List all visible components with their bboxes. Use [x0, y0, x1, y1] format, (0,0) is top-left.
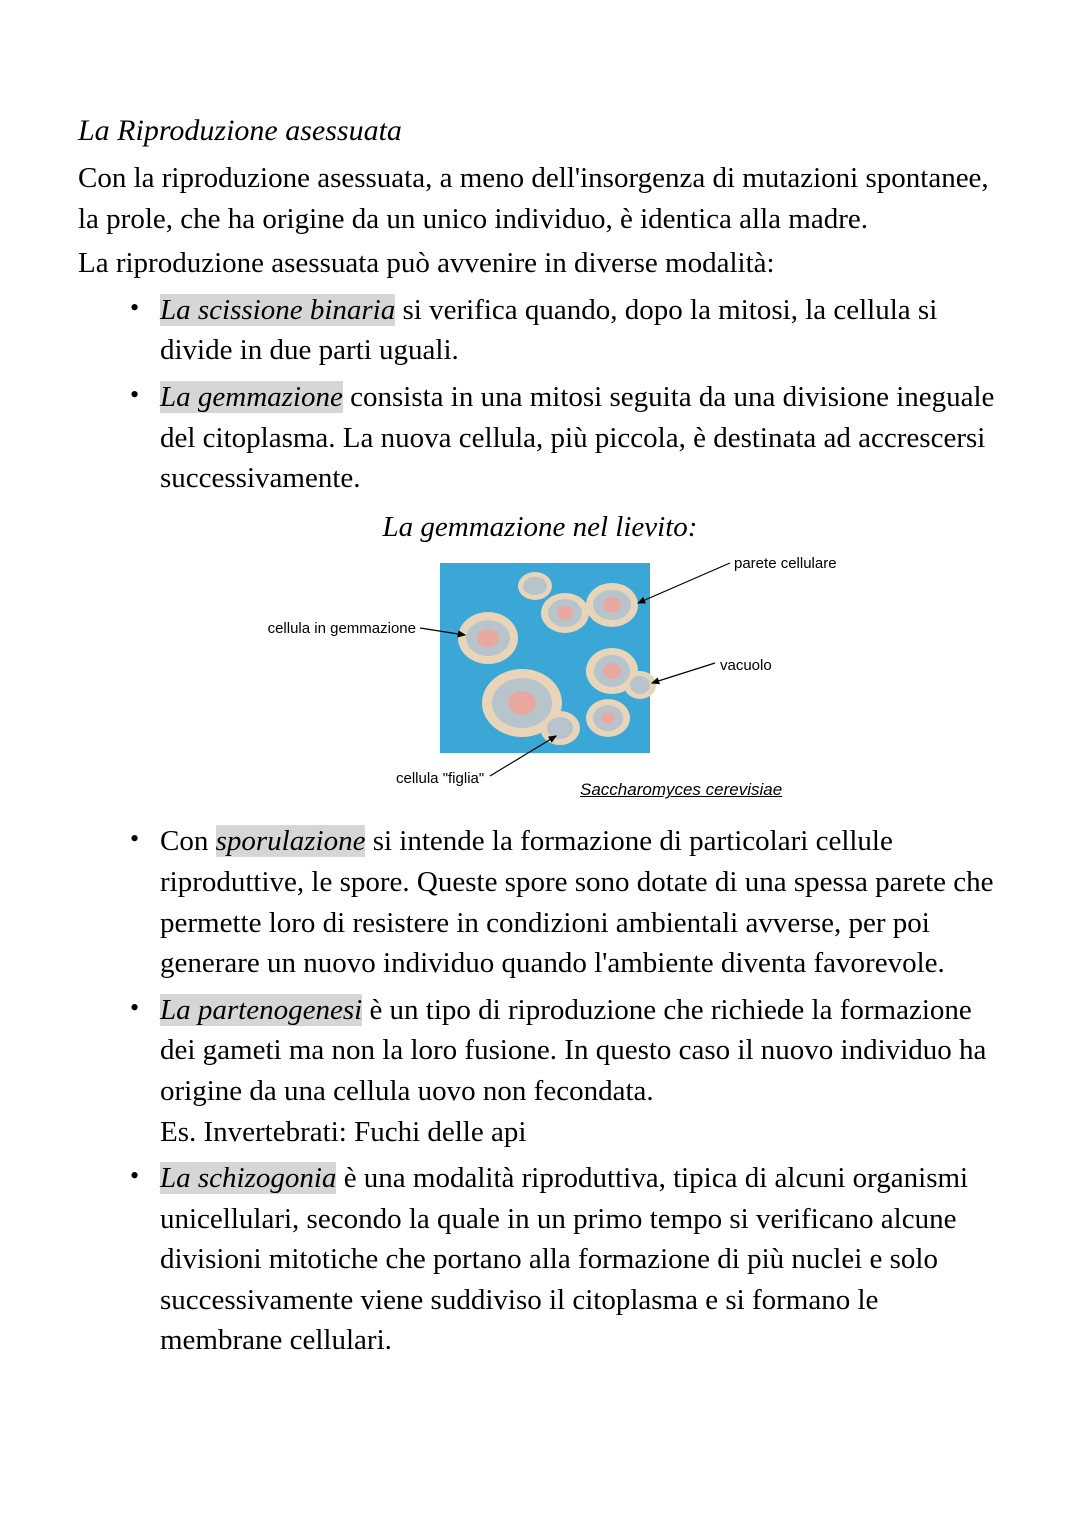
list-item-prefix: Con: [160, 825, 216, 857]
figure-species-name: Saccharomyces cerevisiae: [580, 778, 782, 802]
figure-label-parete: parete cellulare: [734, 553, 837, 574]
list-item: La scissione binaria si verifica quando,…: [130, 290, 1002, 371]
list-item: Con sporulazione si intende la formazion…: [130, 821, 1002, 983]
figure-label-figlia: cellula "figlia": [396, 768, 484, 789]
term-partenogenesi: La partenogenesi: [160, 994, 362, 1026]
yeast-diagram-svg: [260, 553, 820, 803]
term-gemmazione: La gemmazione: [160, 381, 343, 413]
section-title: La Riproduzione asessuata: [78, 110, 1002, 152]
intro-paragraph-1: Con la riproduzione asessuata, a meno de…: [78, 158, 1002, 239]
figure-label-gemmazione: cellula in gemmazione: [266, 618, 416, 639]
figure-label-vacuolo: vacuolo: [720, 655, 772, 676]
term-sporulazione: sporulazione: [216, 825, 366, 857]
reproduction-list-cont: Con sporulazione si intende la formazion…: [78, 821, 1002, 1361]
figure-body: parete cellulare vacuolo cellula in gemm…: [260, 553, 820, 803]
figure-caption: La gemmazione nel lievito:: [78, 507, 1002, 548]
list-item: La gemmazione consista in una mitosi seg…: [130, 377, 1002, 499]
list-item: La partenogenesi è un tipo di riproduzio…: [130, 990, 1002, 1152]
intro-paragraph-2: La riproduzione asessuata può avvenire i…: [78, 243, 1002, 284]
list-item-extra: Es. Invertebrati: Fuchi delle api: [160, 1116, 526, 1148]
term-schizogonia: La schizogonia: [160, 1162, 336, 1194]
list-item: La schizogonia è una modalità riprodutti…: [130, 1158, 1002, 1361]
figure-gemmazione: La gemmazione nel lievito:: [78, 507, 1002, 804]
term-scissione-binaria: La scissione binaria: [160, 294, 395, 326]
reproduction-list: La scissione binaria si verifica quando,…: [78, 290, 1002, 499]
